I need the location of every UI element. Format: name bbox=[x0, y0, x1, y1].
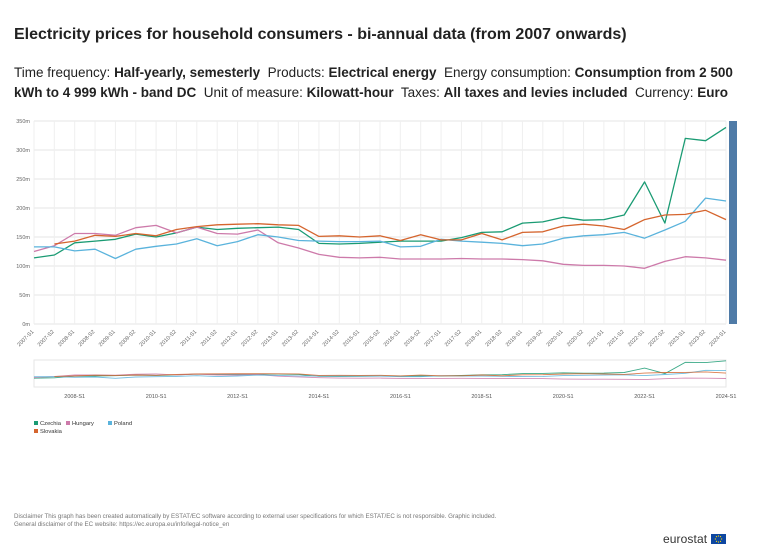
legend-label: Czechia bbox=[40, 421, 62, 427]
navigator-axis-label: 2010-S1 bbox=[146, 394, 167, 400]
x-tick-label: 2013-S1 bbox=[261, 329, 280, 348]
x-tick-label: 2017-S2 bbox=[444, 329, 463, 348]
navigator-axis-label: 2014-S1 bbox=[309, 394, 330, 400]
x-tick-label: 2012-S1 bbox=[220, 329, 239, 348]
x-tick-label: 2015-S1 bbox=[342, 329, 361, 348]
navigator-panel[interactable] bbox=[33, 359, 727, 388]
chart-filters: Time frequency: Half-yearly, semesterly … bbox=[14, 63, 749, 103]
x-tick-label: 2012-S2 bbox=[240, 329, 259, 348]
x-tick-label: 2023-S2 bbox=[688, 329, 707, 348]
x-tick-label: 2011-S1 bbox=[180, 329, 199, 348]
filter-value: All taxes and levies included bbox=[443, 85, 628, 100]
x-tick-label: 2008-S2 bbox=[78, 329, 97, 348]
filter-value: Consumption from 2 500 kWh to 4 999 kWh … bbox=[14, 65, 733, 100]
x-tick-label: 2024-S1 bbox=[708, 329, 727, 348]
x-tick-label: 2019-S2 bbox=[525, 329, 544, 348]
y-tick-label: 150m bbox=[16, 235, 30, 241]
filter-label: Taxes: bbox=[400, 85, 440, 100]
navigator-axis-label: 2016-S1 bbox=[390, 394, 411, 400]
x-tick-label: 2014-S1 bbox=[301, 329, 320, 348]
navigator-axis-label: 2024-S1 bbox=[716, 394, 737, 400]
navigator-line-slovakia bbox=[54, 371, 727, 377]
x-tick-label: 2014-S2 bbox=[322, 329, 341, 348]
series-line-hungary[interactable] bbox=[33, 224, 727, 269]
legend-label: Slovakia bbox=[40, 429, 63, 435]
x-tick-label: 2020-S1 bbox=[546, 329, 565, 348]
x-tick-label: 2007-S1 bbox=[16, 329, 35, 348]
filter-value: Half-yearly, semesterly bbox=[114, 65, 261, 80]
y-tick-label: 0m bbox=[22, 322, 30, 328]
x-tick-label: 2016-S2 bbox=[403, 329, 422, 348]
eurostat-logo: eurostat bbox=[663, 532, 727, 546]
navigator-axis-label: 2008-S1 bbox=[64, 394, 85, 400]
legend-swatch[interactable] bbox=[34, 421, 38, 425]
x-tick-label: 2017-S1 bbox=[424, 329, 443, 348]
y-tick-label: 300m bbox=[16, 148, 30, 154]
disclaimer-line: Disclaimer This graph has been created a… bbox=[14, 513, 497, 520]
page-title: Electricity prices for household consume… bbox=[14, 26, 627, 43]
selected-period-bar[interactable] bbox=[729, 121, 737, 324]
navigator-axis-label: 2020-S1 bbox=[553, 394, 574, 400]
x-tick-label: 2021-S1 bbox=[586, 329, 605, 348]
series-line-slovakia[interactable] bbox=[54, 209, 727, 245]
navigator-line-hungary bbox=[33, 373, 727, 381]
x-tick-label: 2015-S2 bbox=[362, 329, 381, 348]
legend-label: Poland bbox=[114, 421, 132, 427]
series-line-czechia[interactable] bbox=[33, 126, 727, 259]
x-tick-label: 2022-S2 bbox=[647, 329, 666, 348]
filter-value: Electrical energy bbox=[328, 65, 437, 80]
x-tick-label: 2011-S2 bbox=[200, 329, 219, 348]
x-tick-label: 2010-S2 bbox=[159, 329, 178, 348]
filter-label: Products: bbox=[267, 65, 325, 80]
filter-label: Currency: bbox=[635, 85, 694, 100]
legend-swatch[interactable] bbox=[108, 421, 112, 425]
navigator-line-poland bbox=[34, 369, 727, 379]
x-tick-label: 2009-S2 bbox=[118, 329, 137, 348]
x-tick-label: 2008-S1 bbox=[57, 329, 76, 348]
x-tick-label: 2010-S1 bbox=[139, 329, 158, 348]
eu-flag-icon bbox=[711, 534, 727, 544]
legend-label: Hungary bbox=[72, 421, 94, 427]
x-tick-label: 2020-S2 bbox=[566, 329, 585, 348]
navigator-axis-label: 2018-S1 bbox=[471, 394, 492, 400]
x-tick-label: 2018-S2 bbox=[485, 329, 504, 348]
filter-value: Euro bbox=[697, 85, 729, 100]
x-tick-label: 2018-S1 bbox=[464, 329, 483, 348]
y-tick-label: 250m bbox=[16, 177, 30, 183]
x-tick-label: 2007-S2 bbox=[37, 329, 56, 348]
x-tick-label: 2022-S1 bbox=[627, 329, 646, 348]
disclaimer: Disclaimer This graph has been created a… bbox=[14, 513, 574, 529]
legend-swatch[interactable] bbox=[34, 429, 38, 433]
y-tick-label: 50m bbox=[19, 293, 30, 299]
x-tick-label: 2021-S2 bbox=[607, 329, 626, 348]
filter-value: Kilowatt-hour bbox=[306, 85, 394, 100]
x-tick-label: 2019-S1 bbox=[505, 329, 524, 348]
y-tick-label: 200m bbox=[16, 206, 30, 212]
x-tick-label: 2016-S1 bbox=[383, 329, 402, 348]
filter-label: Energy consumption: bbox=[444, 65, 571, 80]
filter-label: Time frequency: bbox=[14, 65, 111, 80]
x-tick-label: 2013-S2 bbox=[281, 329, 300, 348]
y-tick-label: 350m bbox=[16, 119, 30, 125]
x-tick-label: 2009-S1 bbox=[98, 329, 117, 348]
x-tick-label: 2023-S1 bbox=[668, 329, 687, 348]
y-tick-label: 100m bbox=[16, 264, 30, 270]
filter-label: Unit of measure: bbox=[203, 85, 303, 100]
disclaimer-line: General disclaimer of the EC website: ht… bbox=[14, 521, 230, 528]
legend-swatch[interactable] bbox=[66, 421, 70, 425]
navigator-axis-label: 2012-S1 bbox=[227, 394, 248, 400]
navigator-axis-label: 2022-S1 bbox=[634, 394, 655, 400]
logo-text: eurostat bbox=[663, 532, 708, 546]
series-line-poland[interactable] bbox=[34, 197, 727, 260]
